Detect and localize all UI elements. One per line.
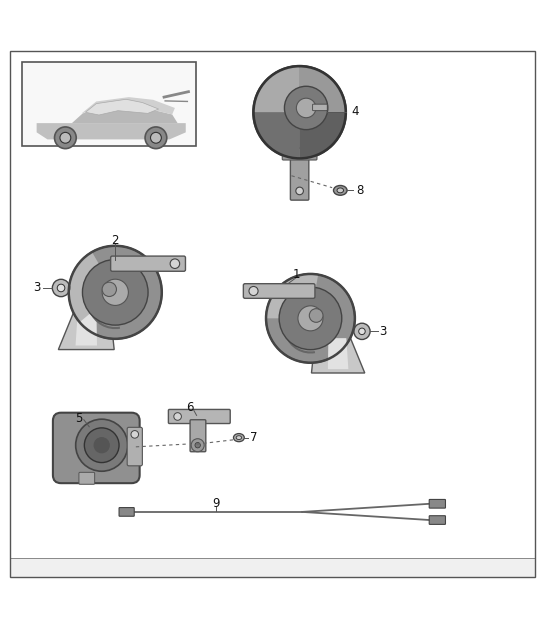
Text: 5: 5 — [75, 411, 82, 425]
Polygon shape — [328, 338, 348, 369]
Circle shape — [359, 328, 365, 335]
FancyBboxPatch shape — [290, 154, 309, 200]
Text: 7: 7 — [250, 431, 257, 444]
Circle shape — [150, 133, 161, 143]
FancyBboxPatch shape — [313, 104, 327, 111]
Circle shape — [174, 413, 181, 420]
Ellipse shape — [334, 185, 347, 195]
Circle shape — [253, 66, 346, 158]
Circle shape — [195, 443, 201, 448]
Circle shape — [284, 86, 328, 129]
Text: 9: 9 — [212, 497, 219, 511]
Wedge shape — [300, 112, 346, 158]
FancyBboxPatch shape — [53, 413, 140, 483]
Text: 1: 1 — [293, 268, 301, 281]
Ellipse shape — [337, 188, 343, 193]
Circle shape — [94, 438, 110, 453]
Ellipse shape — [233, 433, 244, 441]
Wedge shape — [266, 274, 318, 318]
Circle shape — [266, 274, 355, 363]
FancyBboxPatch shape — [282, 148, 317, 160]
Text: 3: 3 — [33, 281, 40, 295]
Wedge shape — [69, 252, 101, 322]
Circle shape — [102, 279, 129, 305]
Polygon shape — [82, 97, 175, 114]
Circle shape — [102, 282, 117, 296]
FancyBboxPatch shape — [79, 472, 95, 484]
Circle shape — [76, 420, 128, 471]
FancyBboxPatch shape — [127, 427, 142, 466]
Polygon shape — [72, 107, 178, 123]
Circle shape — [82, 259, 148, 325]
Text: 6: 6 — [186, 401, 194, 414]
FancyBboxPatch shape — [429, 516, 445, 524]
Circle shape — [191, 439, 204, 452]
Text: 2: 2 — [112, 234, 119, 247]
Circle shape — [145, 127, 167, 149]
FancyBboxPatch shape — [244, 284, 315, 298]
Circle shape — [52, 279, 70, 296]
Circle shape — [54, 127, 76, 149]
FancyBboxPatch shape — [111, 256, 185, 271]
Polygon shape — [86, 99, 159, 115]
Polygon shape — [58, 309, 114, 350]
Circle shape — [249, 286, 258, 296]
Circle shape — [60, 133, 71, 143]
Circle shape — [69, 246, 162, 339]
FancyBboxPatch shape — [168, 409, 230, 423]
Polygon shape — [37, 123, 186, 139]
Bar — [22, 62, 196, 146]
Polygon shape — [76, 313, 97, 345]
Circle shape — [354, 323, 370, 340]
Circle shape — [310, 308, 323, 322]
FancyBboxPatch shape — [190, 420, 206, 452]
Text: 3: 3 — [379, 325, 386, 338]
FancyBboxPatch shape — [429, 499, 445, 508]
Circle shape — [298, 306, 323, 331]
FancyBboxPatch shape — [119, 507, 134, 516]
Text: 4: 4 — [351, 106, 359, 118]
Wedge shape — [253, 112, 300, 158]
Polygon shape — [312, 334, 365, 373]
Text: 8: 8 — [356, 184, 364, 197]
Circle shape — [296, 98, 316, 117]
Circle shape — [84, 428, 119, 463]
Circle shape — [170, 259, 180, 268]
Wedge shape — [253, 66, 300, 112]
Wedge shape — [300, 66, 346, 112]
Circle shape — [296, 187, 304, 195]
Circle shape — [131, 431, 138, 438]
Circle shape — [279, 287, 342, 350]
Ellipse shape — [236, 436, 241, 440]
Bar — [9, 558, 536, 577]
Circle shape — [57, 284, 65, 292]
